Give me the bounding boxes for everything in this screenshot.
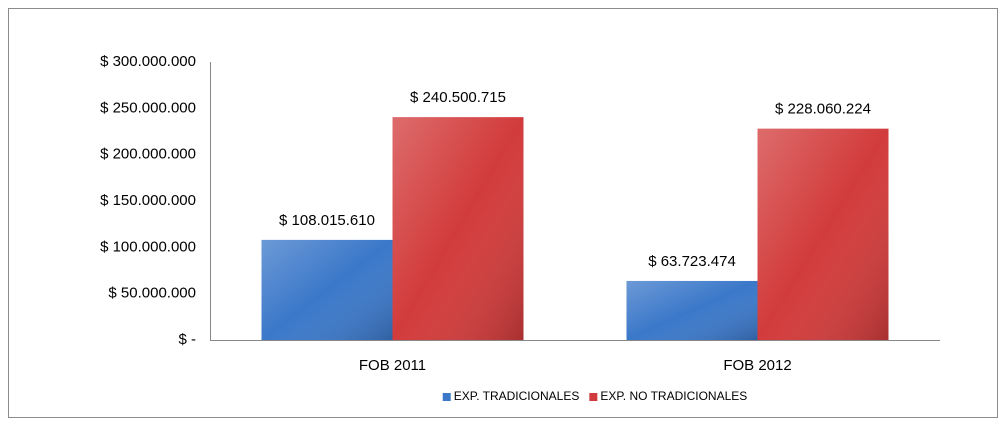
y-tick-label: $ 100.000.000 (100, 238, 196, 255)
legend-swatch (442, 393, 451, 401)
data-label: $ 108.015.610 (279, 212, 375, 229)
data-label: $ 228.060.224 (775, 101, 871, 118)
x-tick-label: FOB 2012 (723, 357, 791, 374)
x-tick-label: FOB 2011 (359, 357, 426, 374)
y-tick-label: $ 50.000.000 (108, 285, 196, 302)
y-tick-label: $ 250.000.000 (100, 99, 196, 116)
bar (757, 128, 889, 340)
bar (626, 280, 758, 340)
y-tick-label: $ 150.000.000 (100, 192, 196, 209)
data-label: $ 240.500.715 (410, 89, 506, 106)
bar (261, 239, 393, 340)
legend-label: EXP. TRADICIONALES (454, 389, 580, 403)
legend-swatch (589, 393, 598, 401)
y-tick-label: $ 200.000.000 (100, 146, 196, 163)
legend-label: EXP. NO TRADICIONALES (600, 389, 747, 403)
data-label: $ 63.723.474 (648, 253, 736, 270)
legend: EXP. TRADICIONALES EXP. NO TRADICIONALES (442, 389, 747, 403)
y-tick-label: $ - (178, 331, 196, 348)
y-tick-label: $ 300.000.000 (100, 53, 196, 70)
bar (392, 117, 524, 340)
